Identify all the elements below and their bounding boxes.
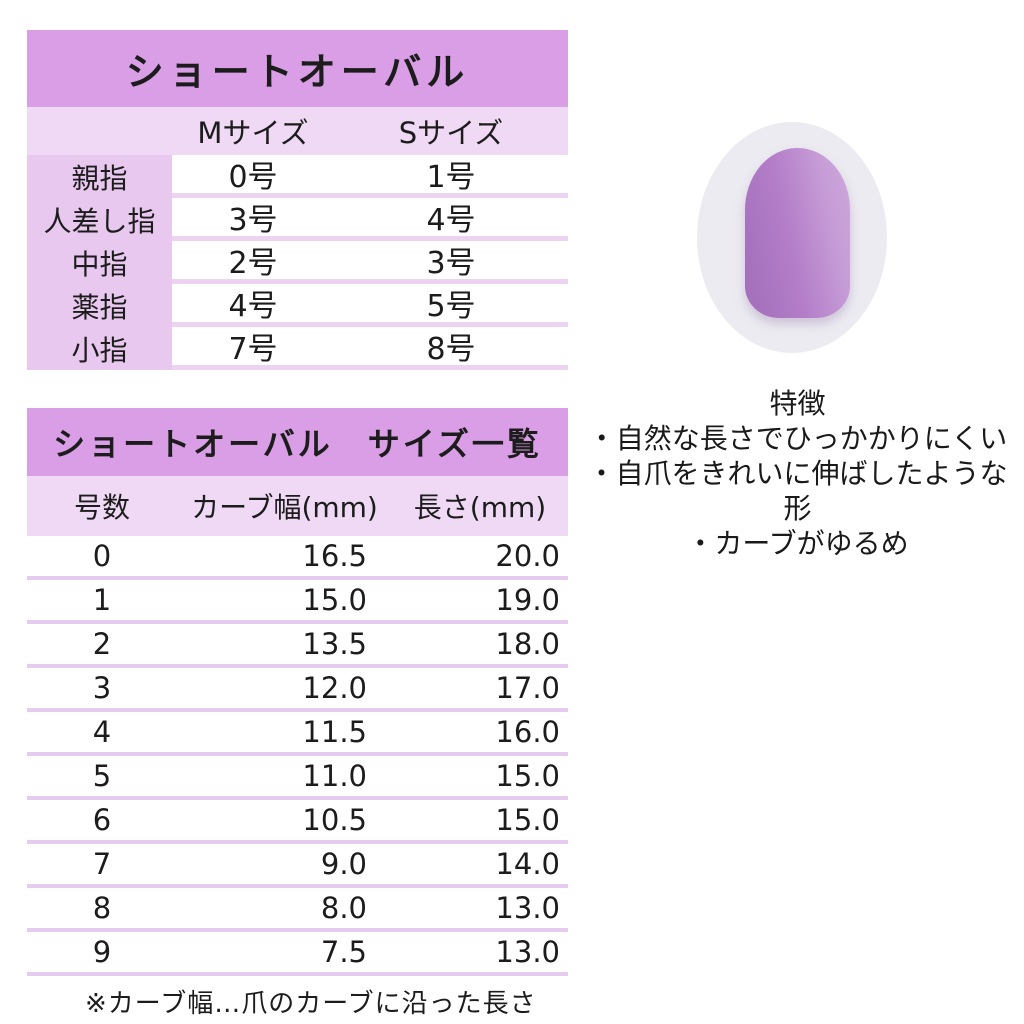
curve-width-value: 15.0 [302,583,367,617]
m-size-value: 3号 [228,203,278,238]
s-size-value: 4号 [426,203,476,238]
nail-photo [697,122,887,353]
size-chart-body: 親指 人差し指 中指 薬指 小指 0号 1号 3号 4号 2号 3号 [27,155,568,370]
s-size-value: 5号 [426,289,476,324]
table-row: 9 7.5 13.0 [27,932,568,976]
table-row: 7 9.0 14.0 [27,844,568,888]
size-chart-title: ショートオーバル [27,30,568,107]
size-number: 4 [92,715,112,749]
column-header-number: 号数 [73,491,130,524]
size-list-table: ショートオーバル サイズ一覧 号数 カーブ幅(mm) 長さ(mm) 0 16.5… [27,408,568,1020]
table-row: 5 11.0 15.0 [27,756,568,800]
table-row: 4 11.5 16.0 [27,712,568,756]
features-title: 特徴 [769,387,826,420]
feature-item: ・自然な長さでひっかかりにくい [587,422,1008,455]
finger-label: 人差し指 [43,204,156,238]
curve-width-value: 9.0 [320,847,367,881]
m-size-value: 2号 [228,246,278,281]
length-value: 14.0 [495,847,560,881]
length-value: 13.0 [495,891,560,925]
table-row: 4号 5号 [172,284,568,327]
curve-width-value: 11.5 [302,715,367,749]
s-size-value: 3号 [426,246,476,281]
curve-width-value: 11.0 [302,759,367,793]
size-number: 5 [92,759,112,793]
curve-width-value: 16.5 [302,539,367,573]
column-header-curve-width: カーブ幅(mm) [191,491,378,524]
table-row: 0 16.5 20.0 [27,536,568,580]
table-row: 3 12.0 17.0 [27,668,568,712]
size-number: 7 [92,847,112,881]
size-number: 2 [92,627,112,661]
length-value: 16.0 [495,715,560,749]
size-list-column-headers: 号数 カーブ幅(mm) 長さ(mm) [27,476,568,536]
table-row: 2 13.5 18.0 [27,624,568,668]
features-block: 特徴 ・自然な長さでひっかかりにくい ・自爪をきれいに伸ばしたような形 ・カーブ… [575,386,1020,561]
size-number: 1 [92,583,112,617]
column-header-length: 長さ(mm) [413,491,547,524]
finger-label-column: 親指 人差し指 中指 薬指 小指 [27,155,172,370]
m-size-value: 4号 [228,289,278,324]
curve-width-value: 10.5 [302,803,367,837]
curve-width-value: 13.5 [302,627,367,661]
table-row: 8 8.0 13.0 [27,888,568,932]
length-value: 15.0 [495,803,560,837]
size-list-title: ショートオーバル サイズ一覧 [27,408,568,476]
curve-width-value: 7.5 [320,935,367,969]
table-row: 6 10.5 15.0 [27,800,568,844]
m-size-value: 7号 [228,332,278,367]
table-row: 3号 4号 [172,198,568,241]
curve-width-footnote: ※カーブ幅…爪のカーブに沿った長さ [85,989,537,1019]
size-number: 0 [92,539,112,573]
column-header-spacer [27,107,172,155]
curve-width-value: 12.0 [302,671,367,705]
finger-label: 小指 [71,333,128,367]
finger-label: 薬指 [71,290,128,324]
length-value: 19.0 [495,583,560,617]
table-row: 2号 3号 [172,241,568,284]
feature-item: ・カーブがゆるめ [686,527,909,560]
finger-label: 中指 [71,247,128,281]
column-header-s-size: Sサイズ [398,116,504,150]
curve-width-value: 8.0 [320,891,367,925]
m-size-value: 0号 [228,160,278,195]
table-row: 0号 1号 [172,155,568,198]
size-number: 3 [92,671,112,705]
column-header-m-size: Mサイズ [197,116,309,150]
table-row: 7号 8号 [172,327,568,370]
s-size-value: 8号 [426,332,476,367]
nail-tip-image [745,148,850,318]
size-number: 6 [92,803,112,837]
feature-item: ・自爪をきれいに伸ばしたような形 [587,457,1008,525]
size-number: 8 [92,891,112,925]
s-size-value: 1号 [426,160,476,195]
length-value: 20.0 [495,539,560,573]
size-chart-column-headers: Mサイズ Sサイズ [27,107,568,155]
table-row: 1 15.0 19.0 [27,580,568,624]
length-value: 13.0 [495,935,560,969]
length-value: 18.0 [495,627,560,661]
finger-label: 親指 [71,161,128,195]
size-chart-table: ショートオーバル Mサイズ Sサイズ 親指 人差し指 中指 薬指 小指 0号 1… [27,30,568,370]
length-value: 17.0 [495,671,560,705]
size-number: 9 [92,935,112,969]
size-list-body: 0 16.5 20.0 1 15.0 19.0 2 13.5 18.0 3 12… [27,536,568,976]
length-value: 15.0 [495,759,560,793]
